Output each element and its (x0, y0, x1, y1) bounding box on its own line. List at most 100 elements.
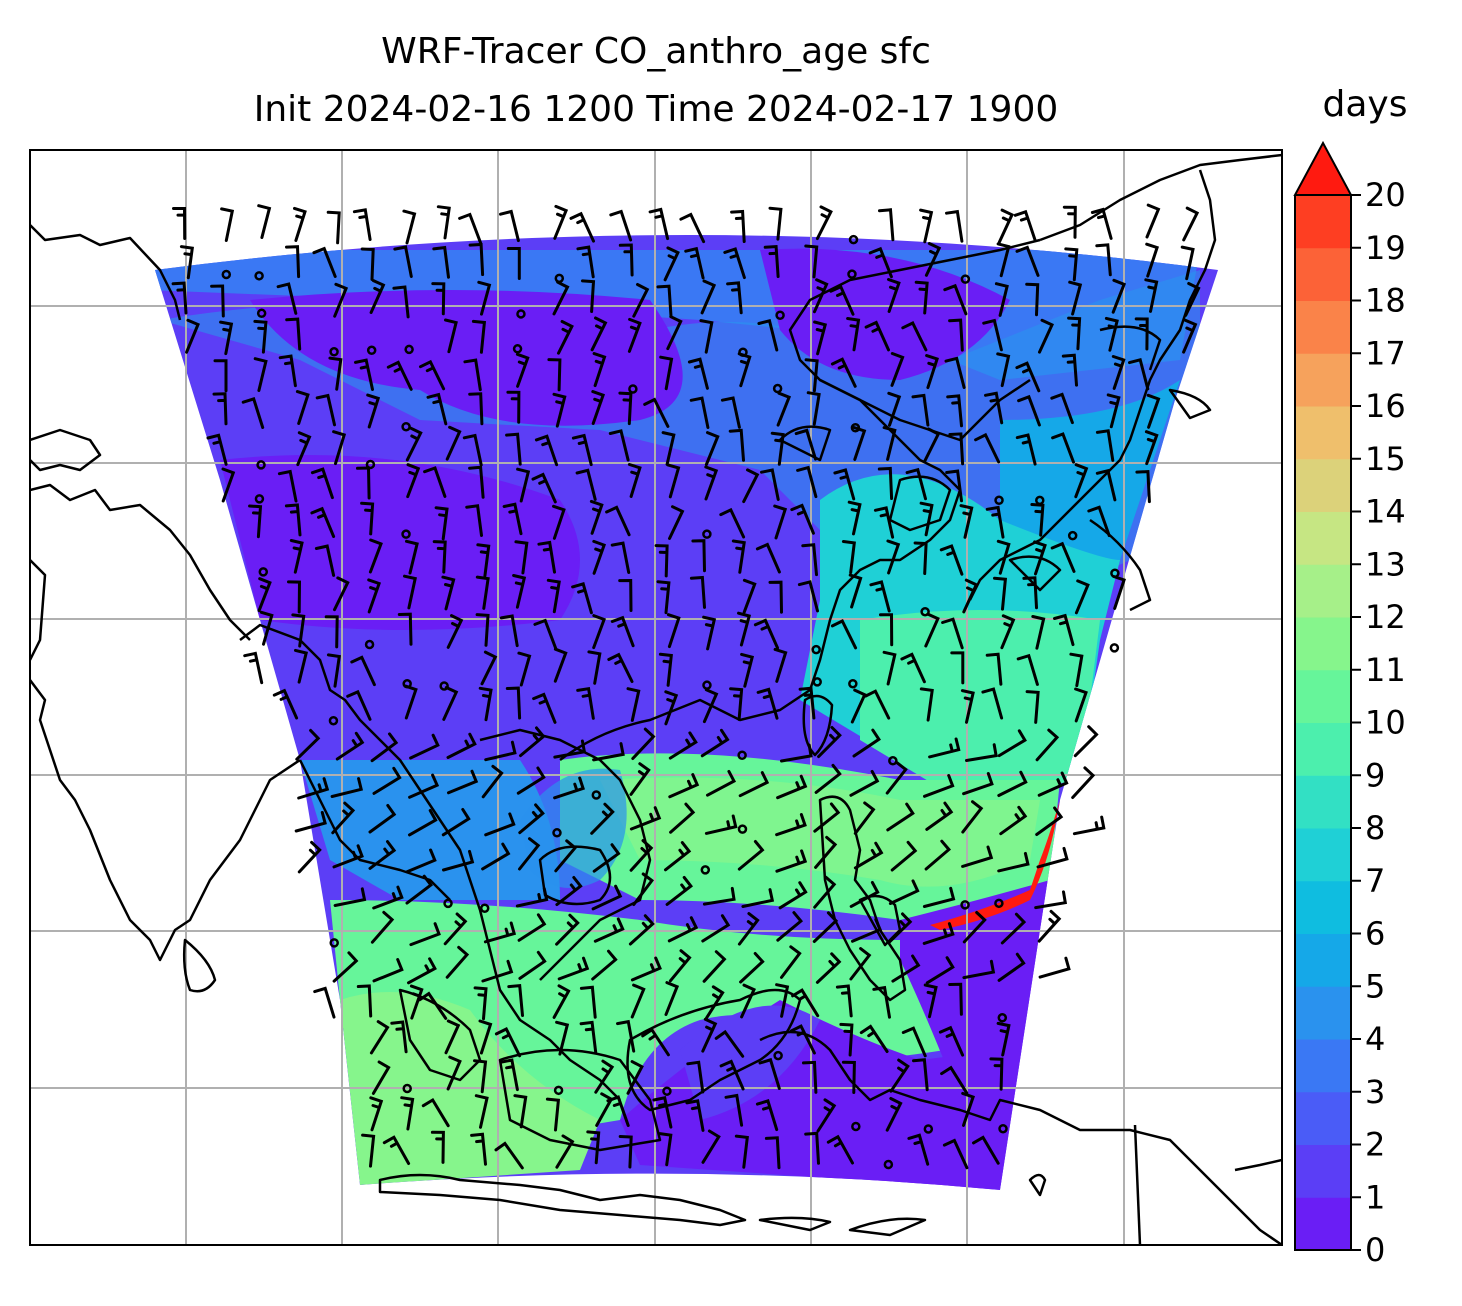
wind-barb (590, 316, 608, 352)
wind-barb (458, 212, 482, 245)
wind-barb (1146, 393, 1161, 429)
wind-barb (436, 205, 451, 240)
wind-barb (243, 651, 264, 685)
colorbar-segment (1295, 1039, 1351, 1093)
wind-barb (1053, 613, 1075, 647)
wind-barb (185, 318, 200, 354)
wind-barb (1111, 355, 1126, 390)
wind-barb (946, 394, 963, 428)
wind-barb (473, 1059, 488, 1094)
wind-barb (553, 776, 585, 800)
wind-barb (993, 576, 1008, 611)
wind-barb (911, 393, 930, 427)
wind-barb (667, 916, 699, 943)
wind-barb (689, 396, 710, 429)
wind-barb (632, 283, 650, 318)
wind-barb (315, 393, 336, 427)
wind-barb (406, 463, 421, 499)
wind-barb (285, 245, 301, 279)
wind-barb (775, 813, 807, 837)
wind-barb (1038, 956, 1071, 979)
wind-barb (1074, 463, 1089, 499)
calm-wind-marker (366, 345, 377, 356)
colorbar-extend-arrow (1293, 140, 1353, 196)
wind-barb (519, 726, 546, 758)
wind-barb (354, 358, 374, 391)
wind-barb (961, 1091, 975, 1127)
wind-barb (366, 393, 381, 429)
colorbar-segment (1295, 1144, 1351, 1198)
wind-barb (462, 433, 483, 467)
wind-barb (310, 506, 336, 538)
wind-barb (594, 1059, 615, 1094)
wind-barb (480, 650, 498, 686)
wind-barb (333, 887, 367, 907)
calm-wind-marker (848, 234, 859, 245)
wind-barb (997, 851, 1030, 873)
wind-barb (546, 578, 561, 614)
wind-barb (773, 647, 788, 683)
wind-barb (474, 1094, 489, 1129)
wind-barb (324, 615, 339, 649)
wind-barb (730, 209, 746, 243)
wind-barb (684, 246, 705, 280)
wind-barb (1135, 470, 1151, 504)
wind-barb (369, 1096, 384, 1132)
wind-barb (702, 615, 717, 651)
calm-wind-marker (998, 1123, 1008, 1134)
wind-barb (664, 690, 679, 726)
wind-barb (815, 952, 842, 984)
calm-wind-marker (960, 274, 971, 284)
wind-barb (1015, 245, 1040, 277)
wind-barb (961, 845, 994, 868)
wind-barb (780, 945, 802, 979)
wind-barb (668, 505, 685, 540)
colorbar-tick-label: 18 (1365, 282, 1406, 320)
wind-barb (714, 1029, 745, 1058)
wind-barb (704, 431, 720, 466)
wind-barb (1073, 725, 1099, 758)
wind-barb (1022, 576, 1038, 610)
wind-barb (764, 1136, 781, 1170)
wind-barb (797, 580, 819, 613)
wind-barb (959, 504, 974, 539)
colorbar-segment (1295, 669, 1351, 723)
wind-barb (465, 504, 483, 537)
colorbar-tick-label: 19 (1365, 229, 1406, 267)
wind-barb (278, 354, 297, 388)
wind-barb (813, 278, 829, 314)
wind-barb (737, 840, 765, 871)
wind-barb (555, 913, 580, 946)
wind-barb (477, 280, 492, 316)
colorbar-label: days (1322, 84, 1408, 125)
colorbar-tick-label: 6 (1365, 915, 1385, 953)
wind-barb (259, 610, 274, 646)
wind-barb (652, 1096, 673, 1129)
wind-barb (886, 802, 915, 832)
wind-barb (913, 541, 928, 575)
wind-barb (272, 688, 299, 720)
wind-barb (592, 843, 621, 873)
wind-barb (1064, 247, 1079, 282)
wind-barb (505, 432, 522, 466)
wind-barb (726, 281, 743, 315)
wind-barb (905, 467, 927, 501)
wind-barb (1182, 206, 1200, 242)
wind-barb (494, 1141, 524, 1170)
wind-barb (796, 465, 818, 499)
wind-barb (628, 914, 655, 946)
wind-barb (627, 463, 642, 498)
wind-barb (295, 728, 321, 761)
wind-barb (445, 945, 470, 979)
wind-barb (575, 468, 597, 501)
wind-barb (408, 773, 440, 799)
calm-wind-marker (591, 790, 602, 800)
wind-barb (687, 357, 709, 390)
wind-barb (853, 801, 876, 835)
wind-barb (739, 952, 765, 984)
wind-barb (367, 578, 382, 614)
wind-barb (919, 208, 934, 244)
wind-barb (213, 359, 228, 393)
wind-barb (719, 507, 746, 539)
wind-barb (791, 988, 820, 1018)
